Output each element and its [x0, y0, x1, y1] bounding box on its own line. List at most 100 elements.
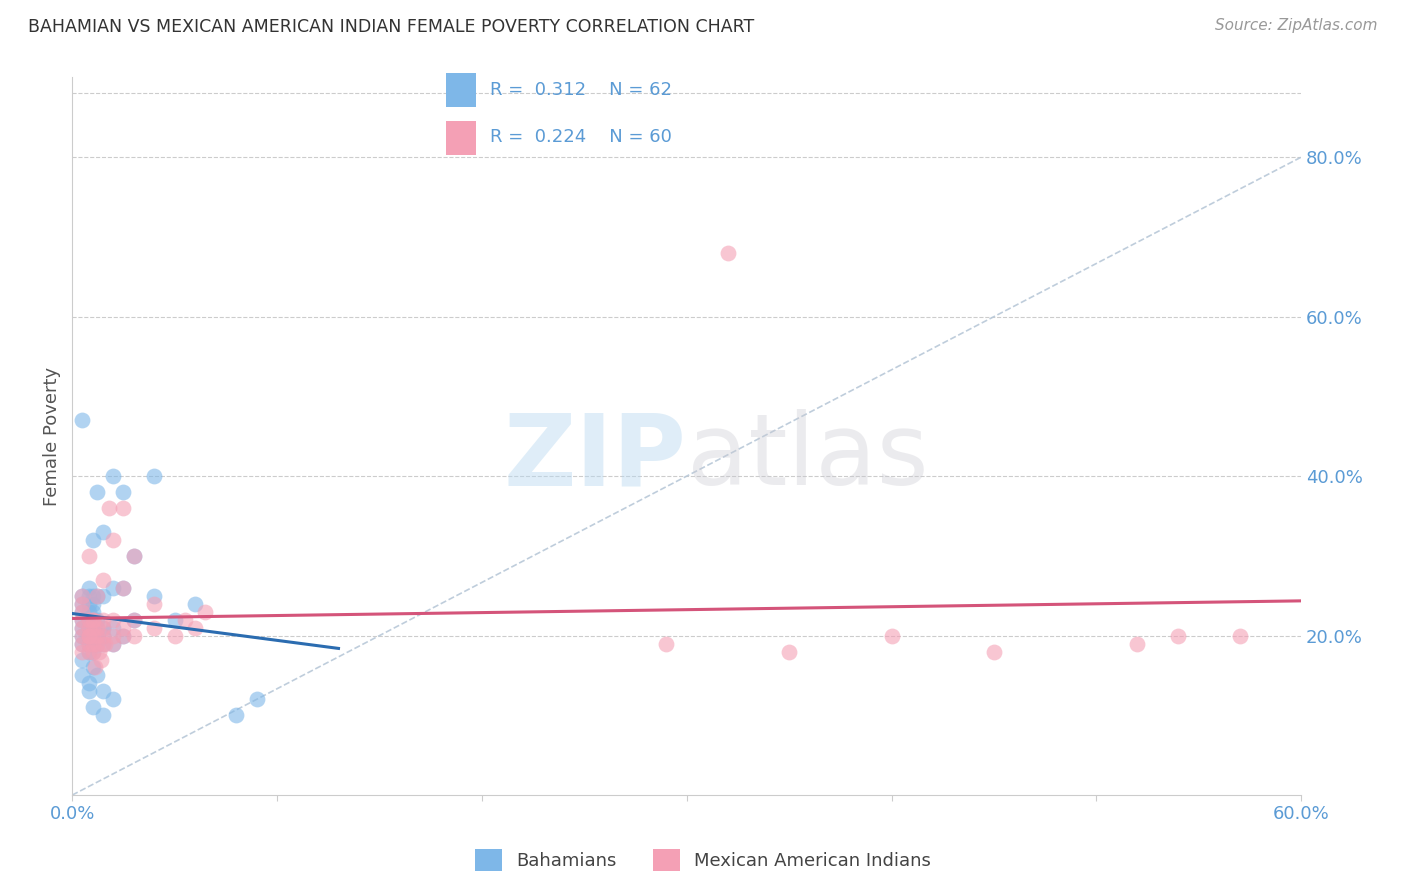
FancyBboxPatch shape: [446, 73, 477, 106]
Point: [90, 652, 112, 666]
Point: [103, 533, 125, 547]
Point: [72, 629, 94, 643]
Point: [77, 581, 100, 595]
FancyBboxPatch shape: [446, 121, 477, 155]
Point: [143, 597, 166, 611]
Text: atlas: atlas: [686, 409, 928, 507]
Point: [86, 589, 108, 603]
Point: [77, 629, 100, 643]
Legend: Bahamians, Mexican American Indians: Bahamians, Mexican American Indians: [468, 842, 938, 879]
Point: [1229, 629, 1251, 643]
Point: [77, 629, 100, 643]
Point: [91, 629, 114, 643]
Point: [77, 644, 100, 658]
Point: [112, 501, 135, 516]
Point: [173, 613, 195, 627]
Point: [86, 613, 108, 627]
Point: [163, 629, 186, 643]
Point: [91, 684, 114, 698]
Point: [72, 668, 94, 682]
Point: [77, 549, 100, 563]
Point: [86, 621, 108, 635]
Point: [184, 597, 207, 611]
Point: [103, 636, 125, 650]
Point: [72, 636, 94, 650]
Point: [72, 621, 94, 635]
Point: [86, 621, 108, 635]
Point: [82, 700, 104, 714]
Point: [184, 621, 207, 635]
Point: [1167, 629, 1189, 643]
Point: [72, 597, 94, 611]
Point: [91, 621, 114, 635]
Point: [86, 636, 108, 650]
Point: [163, 613, 186, 627]
Point: [77, 636, 100, 650]
Point: [86, 589, 108, 603]
Text: R =  0.312    N = 62: R = 0.312 N = 62: [489, 80, 672, 99]
Point: [103, 613, 125, 627]
Point: [94, 636, 117, 650]
Point: [122, 549, 145, 563]
Point: [112, 629, 135, 643]
Point: [103, 629, 125, 643]
Point: [82, 621, 104, 635]
Point: [72, 589, 94, 603]
Point: [112, 581, 135, 595]
Point: [86, 668, 108, 682]
Point: [91, 636, 114, 650]
Point: [103, 621, 125, 635]
Point: [103, 692, 125, 706]
Point: [82, 589, 104, 603]
Point: [112, 629, 135, 643]
Point: [91, 613, 114, 627]
Point: [143, 589, 166, 603]
Point: [82, 613, 104, 627]
Point: [72, 621, 94, 635]
Point: [86, 629, 108, 643]
Point: [91, 636, 114, 650]
Point: [72, 629, 94, 643]
Point: [103, 636, 125, 650]
Point: [77, 613, 100, 627]
Point: [143, 621, 166, 635]
Point: [91, 573, 114, 587]
Point: [194, 605, 217, 619]
Point: [77, 629, 100, 643]
Point: [82, 597, 104, 611]
Point: [91, 621, 114, 635]
Point: [82, 621, 104, 635]
Point: [717, 245, 740, 260]
Point: [82, 644, 104, 658]
Point: [82, 629, 104, 643]
Point: [72, 413, 94, 427]
Point: [82, 613, 104, 627]
Point: [77, 605, 100, 619]
Point: [778, 644, 800, 658]
Point: [82, 629, 104, 643]
Point: [1126, 636, 1149, 650]
Point: [77, 621, 100, 635]
Point: [82, 533, 104, 547]
Point: [86, 629, 108, 643]
Point: [880, 629, 903, 643]
Point: [112, 621, 135, 635]
Point: [86, 636, 108, 650]
Point: [77, 613, 100, 627]
Point: [91, 708, 114, 723]
Point: [122, 549, 145, 563]
Point: [77, 684, 100, 698]
Point: [98, 501, 121, 516]
Point: [103, 469, 125, 483]
Point: [72, 652, 94, 666]
Y-axis label: Female Poverty: Female Poverty: [44, 367, 60, 506]
Point: [82, 636, 104, 650]
Text: ZIP: ZIP: [503, 409, 686, 507]
Text: Source: ZipAtlas.com: Source: ZipAtlas.com: [1215, 18, 1378, 33]
Point: [122, 613, 145, 627]
Point: [82, 613, 104, 627]
Point: [72, 636, 94, 650]
Point: [83, 660, 105, 674]
Point: [77, 621, 100, 635]
Point: [655, 636, 678, 650]
